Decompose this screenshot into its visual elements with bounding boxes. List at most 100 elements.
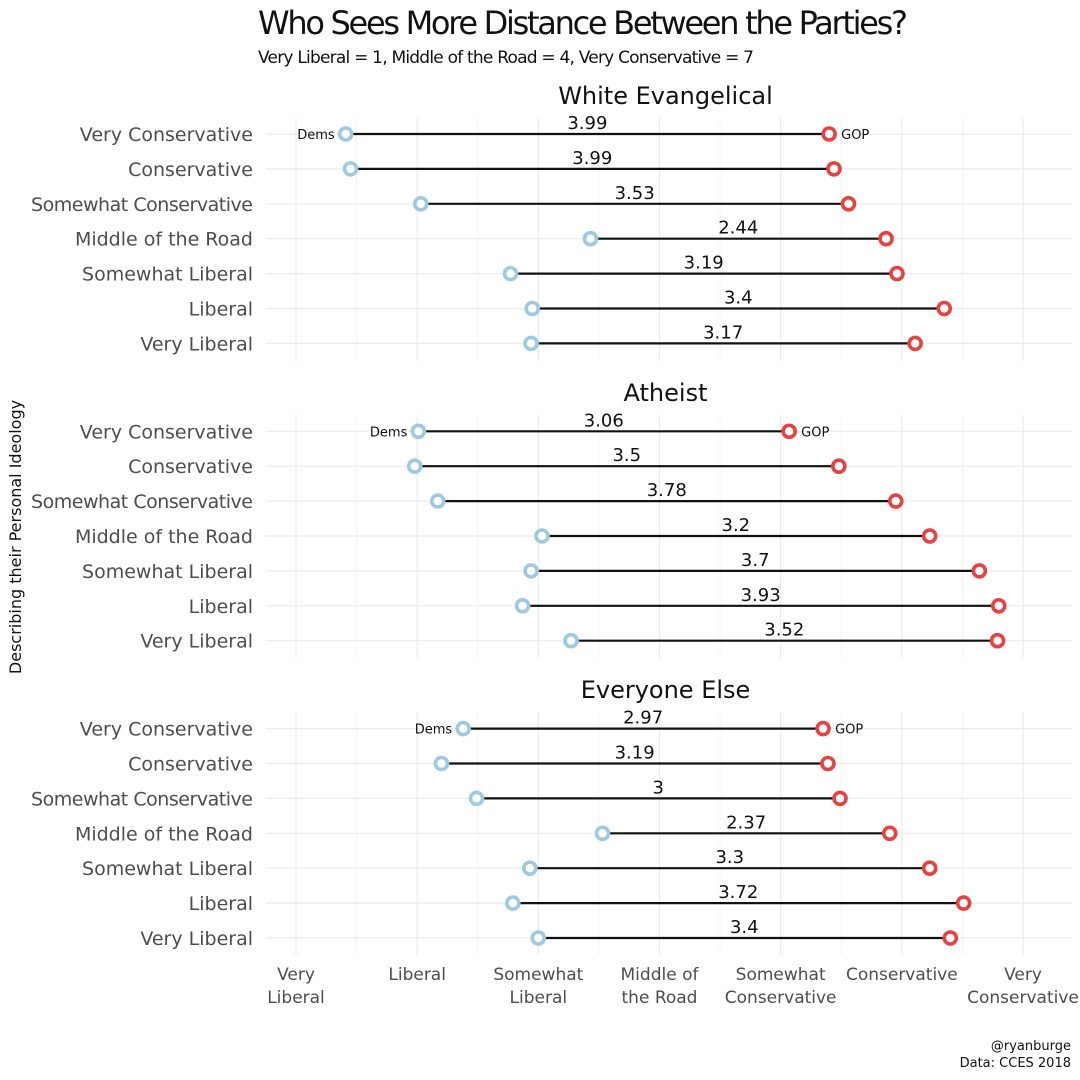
facet-panel: Atheist Very Conservative 3.06 Dems GOP Conse… [31, 379, 1072, 658]
difference-label: 2.44 [718, 218, 758, 239]
dems-point [523, 563, 539, 579]
caption: @ryanburge Data: CCES 2018 [960, 1039, 1071, 1071]
category-label: Very Conservative [80, 421, 253, 443]
dems-point [582, 230, 599, 247]
dems-point [455, 720, 472, 737]
difference-label: 3.4 [724, 288, 753, 309]
category-label: Middle of the Road [75, 526, 253, 548]
dems-point [522, 860, 538, 877]
gop-point [942, 930, 959, 946]
gop-point [826, 161, 842, 177]
gop-point [781, 423, 797, 440]
dems-point [524, 300, 541, 317]
dems-point [530, 930, 547, 946]
category-label: Middle of the Road [75, 823, 253, 845]
gop-point [887, 493, 904, 509]
facet-panel: White Evangelical Very Conservative 3.99 De… [31, 82, 1072, 361]
y-axis-label: Describing their Personal Ideology [6, 400, 25, 674]
dems-annotation: Dems [370, 425, 408, 440]
gop-point [831, 458, 847, 475]
gop-point [878, 230, 894, 247]
facet-panels: White Evangelical Very Conservative 3.99 De… [31, 82, 1072, 955]
gop-annotation: GOP [841, 128, 869, 143]
dems-point [514, 597, 531, 614]
category-label: Somewhat Conservative [31, 491, 253, 513]
category-label: Liberal [189, 893, 253, 915]
difference-label: 3.4 [730, 917, 759, 938]
category-label: Very Conservative [80, 719, 253, 741]
category-label: Somewhat Liberal [82, 264, 253, 286]
category-label: Conservative [128, 754, 253, 776]
dems-annotation: Dems [415, 723, 453, 738]
gop-point [955, 895, 972, 911]
dems-point [505, 895, 521, 911]
dems-point [563, 632, 579, 649]
difference-label: 3.72 [718, 882, 758, 903]
gop-point [821, 126, 837, 142]
gop-point [936, 300, 953, 317]
dems-point [433, 755, 450, 772]
category-label: Middle of the Road [75, 229, 253, 251]
category-label: Somewhat Conservative [31, 194, 253, 216]
category-label: Somewhat Liberal [82, 858, 253, 880]
caption-line: Data: CCES 2018 [960, 1056, 1071, 1071]
dems-point [594, 825, 611, 842]
category-label: Liberal [189, 299, 253, 321]
facet-panel: Everyone Else Very Conservative 2.97 Dems GO… [31, 676, 1072, 955]
category-label: Very Conservative [80, 124, 253, 146]
dems-point [429, 493, 446, 509]
gop-point [840, 196, 857, 212]
difference-label: 3.78 [647, 480, 687, 501]
gop-point [820, 755, 836, 772]
x-tick-label: Middle of the Road [621, 965, 700, 1008]
gop-point [889, 265, 905, 282]
difference-label: 3.06 [584, 410, 624, 431]
category-label: Somewhat Conservative [31, 788, 253, 810]
difference-label: 3.7 [741, 550, 770, 571]
facet-title: Atheist [624, 379, 708, 407]
facet-title: White Evangelical [558, 82, 773, 110]
gop-point [832, 790, 848, 807]
dems-point [337, 126, 354, 142]
x-tick-label: Liberal [388, 965, 446, 985]
x-tick-label: Somewhat Conservative [725, 965, 837, 1008]
difference-label: 3.3 [715, 847, 744, 868]
dems-point [410, 423, 427, 440]
chart-subtitle: Very Liberal = 1, Middle of the Road = 4… [258, 48, 754, 68]
difference-label: 2.97 [623, 708, 663, 729]
dems-point [534, 528, 550, 544]
difference-label: 3.53 [615, 183, 655, 204]
difference-label: 3.99 [572, 148, 612, 169]
caption-line: @ryanburge [991, 1039, 1071, 1054]
category-label: Somewhat Liberal [82, 561, 253, 583]
category-label: Liberal [189, 596, 253, 618]
gop-point [990, 597, 1007, 614]
gop-annotation: GOP [801, 425, 829, 440]
difference-label: 3.5 [612, 445, 641, 466]
x-tick-label: Conservative [846, 965, 958, 985]
gop-point [989, 632, 1006, 649]
x-axis: Very Liberal Liberal Somewhat Liberal Middle … [267, 965, 1079, 1008]
difference-label: 3.19 [615, 743, 655, 764]
difference-label: 3 [653, 777, 664, 798]
difference-label: 3.99 [567, 113, 607, 134]
difference-label: 3.52 [764, 620, 804, 641]
difference-label: 2.37 [726, 812, 766, 833]
difference-label: 3.17 [703, 322, 743, 343]
x-tick-label: Very Liberal [267, 965, 325, 1008]
gop-point [921, 528, 938, 544]
category-label: Conservative [128, 159, 253, 181]
dems-point [342, 161, 359, 177]
gop-point [907, 335, 923, 352]
gop-point [971, 563, 988, 579]
difference-label: 3.19 [684, 253, 724, 274]
dems-point [413, 196, 429, 212]
category-label: Very Liberal [140, 333, 253, 355]
gop-point [881, 825, 898, 842]
category-label: Very Liberal [140, 631, 253, 653]
x-tick-label: Very Conservative [967, 965, 1079, 1008]
gop-point [815, 720, 831, 737]
chart-title: Who Sees More Distance Between the Parti… [258, 4, 908, 42]
facet-title: Everyone Else [581, 676, 751, 704]
dems-annotation: Dems [297, 128, 335, 143]
